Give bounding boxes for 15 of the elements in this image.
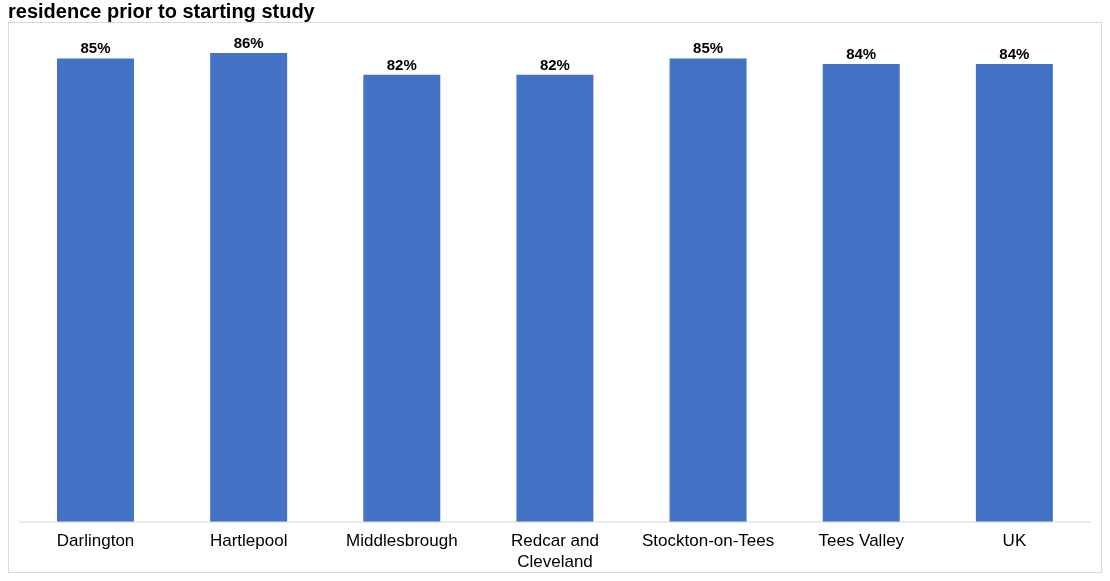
data-label: 82%	[386, 55, 417, 73]
chart-title: residence prior to starting study	[8, 0, 315, 23]
x-tick-label: Darlington	[56, 531, 135, 550]
x-tick-label: Hartlepool	[209, 531, 288, 550]
data-label: 84%	[999, 44, 1030, 62]
data-label: 85%	[693, 39, 724, 57]
data-label: 82%	[539, 55, 570, 73]
x-tick-label: UK	[1002, 531, 1027, 550]
data-label: 84%	[846, 44, 877, 62]
x-tick-label: Redcar and Cleveland	[511, 531, 599, 571]
data-label: 86%	[233, 34, 264, 51]
x-tick-label: Middlesbrough	[346, 531, 458, 550]
data-label: 85%	[80, 39, 111, 57]
x-tick-label: Stockton-on-Tees	[641, 531, 775, 550]
x-tick-label: Tees Valley	[818, 531, 905, 550]
